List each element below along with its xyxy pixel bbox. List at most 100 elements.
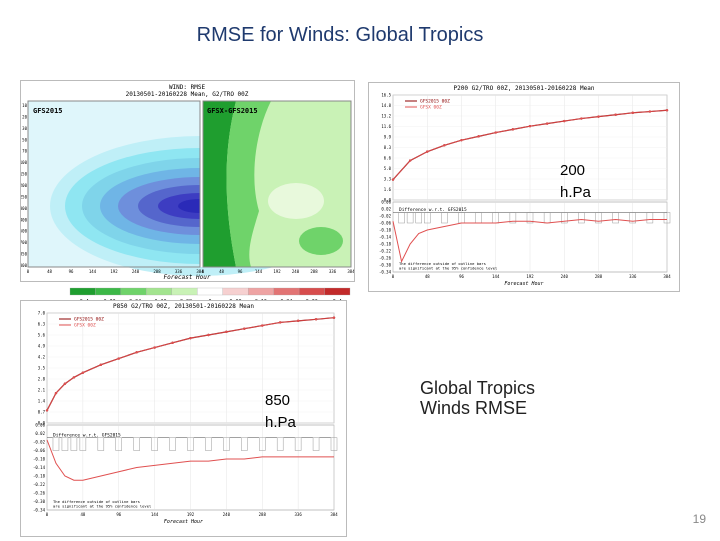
chart-point-s1: [117, 357, 120, 360]
chart-xtick: 288: [595, 274, 603, 279]
chart-sig-bar: [241, 437, 248, 451]
chart-xtick: 240: [561, 274, 569, 279]
chart-diff-label: Difference w.r.t. GFS2015: [399, 207, 467, 213]
chart-point-s1: [63, 382, 67, 385]
contour-ytick: 300: [21, 206, 28, 211]
colorbar-swatch: [146, 287, 172, 296]
chart-xtick: 192: [526, 274, 534, 279]
chart-ytick: 8.3: [384, 145, 392, 150]
chart-sig-bar: [526, 212, 534, 224]
chart-point-s1: [99, 363, 103, 367]
chart-diff-note-1: The difference outside of outline bars: [53, 499, 140, 504]
contour-xtick-left: 192: [110, 269, 118, 274]
chart-point-s1: [545, 122, 549, 125]
label-200-line1: 200: [560, 162, 586, 179]
contour-right-band-0: [203, 101, 236, 267]
colorbar-swatch: [120, 287, 147, 296]
chart-diff-ytick: -0.06: [33, 448, 46, 453]
contour-ytick: 700: [21, 240, 28, 245]
chart-ytick: 7.0: [38, 311, 46, 316]
chart-xtick: 0: [392, 274, 395, 279]
chart-sig-bar: [406, 212, 414, 224]
contour-right-frame: [202, 100, 352, 268]
colorbar-swatch: [69, 287, 96, 296]
chart-point-s1: [614, 113, 617, 116]
contour-xtick-right: 240: [292, 269, 300, 274]
chart-point-s1: [580, 117, 583, 120]
chart-sig-bar: [97, 437, 105, 451]
contour-xtick-left: 48: [47, 269, 52, 274]
chart-ytick: 14.8: [381, 103, 391, 108]
chart-point-s1: [426, 150, 429, 153]
chart-xtick: 336: [629, 274, 637, 279]
chart-sig-bar: [663, 212, 671, 224]
chart-sig-bar: [294, 437, 302, 451]
chart-xtick: 48: [425, 274, 430, 279]
chart-diff-ytick: -0.18: [33, 474, 46, 479]
chart-ytick: 11.6: [381, 124, 391, 129]
chart-sig-bar: [151, 437, 158, 451]
chart-xtick: 96: [116, 512, 121, 517]
contour-plot: WIND: RMSE 20130501-20160228 Mean, G2/TR…: [17, 84, 355, 281]
chart-850hpa: P850 G2/TRO 00Z, 20130501-20160228 Mean 0…: [20, 300, 347, 537]
chart-ytick: 3.5: [38, 366, 46, 371]
chart-diff-label: Difference w.r.t. GFS2015: [53, 432, 121, 438]
contour-right-band-3: [299, 227, 343, 255]
chart-ytick: 6.3: [38, 322, 46, 327]
chart-sig-bar: [509, 212, 517, 224]
chart-diff-ytick: 0.06: [381, 200, 391, 205]
chart-diff-ytick: -0.14: [379, 235, 392, 240]
contour-panel: WIND: RMSE 20130501-20160228 Mean, G2/TR…: [17, 80, 355, 282]
chart-point-s1: [391, 178, 395, 181]
chart-ytick: 4.2: [38, 355, 46, 360]
chart-ytick: 16.5: [381, 93, 391, 98]
chart-point-s1: [460, 138, 463, 142]
slide-title: RMSE for Winds: Global Tropics: [196, 24, 484, 46]
chart-point-s1: [45, 409, 49, 412]
chart-title: P850 G2/TRO 00Z, 20130501-20160228 Mean: [113, 303, 254, 310]
chart-sig-bar: [441, 212, 448, 224]
chart-ytick: 0.0: [384, 198, 392, 203]
contour-ytick: 500: [21, 229, 28, 234]
chart-point-s1: [81, 371, 85, 374]
chart-ytick: 2.1: [38, 388, 46, 393]
chart-diff-ytick: -0.06: [379, 221, 392, 226]
chart-ytick: 1.6: [384, 187, 392, 192]
label-200hpa: 200 h.Pa: [560, 160, 620, 201]
chart-diff-ytick: -0.34: [379, 270, 392, 275]
chart-diff-ytick: 0.02: [35, 431, 45, 436]
contour-xtick-right: 96: [238, 269, 243, 274]
colorbar-swatch: [298, 287, 325, 296]
chart-sig-bar: [595, 212, 602, 224]
chart-point-s1: [314, 318, 318, 321]
chart-sig-bar: [169, 437, 176, 451]
contour-ytick: 400: [21, 217, 28, 222]
contour-left-frame: [27, 100, 201, 268]
chart-sig-bar: [612, 212, 619, 224]
chart-diff-ytick: -0.10: [379, 228, 392, 233]
label-850hpa: 850 h.Pa: [265, 390, 325, 431]
caption: Global Tropics Winds RMSE: [420, 378, 535, 418]
contour-xtick-right: 144: [255, 269, 263, 274]
chart-sig-bar: [79, 437, 87, 451]
chart-xtick: 384: [330, 512, 338, 517]
chart-point-s1: [243, 327, 246, 330]
chart-sig-bar: [223, 437, 230, 451]
chart-point-s1: [443, 144, 446, 147]
chart-sig-bar: [133, 437, 140, 451]
contour-ytick: 850: [21, 252, 28, 257]
chart-ytick: 2.8: [38, 377, 46, 382]
chart-point-s1: [631, 111, 634, 115]
chart-sig-bar: [259, 437, 266, 451]
contour-xtick-left: 240: [132, 269, 140, 274]
contour-xtick-right: 336: [329, 269, 337, 274]
contour-xtick-left: 144: [89, 269, 97, 274]
chart-diff-line: [46, 439, 334, 481]
contour-xtick-right: 288: [310, 269, 318, 274]
label-200-line2: h.Pa: [560, 184, 591, 201]
chart-diff-ytick: -0.18: [379, 242, 392, 247]
chart-legend-label: GFS2015 00Z: [420, 99, 450, 105]
chart-sig-bar: [398, 212, 405, 224]
contour-ytick: 70: [22, 149, 27, 154]
chart-point-s1: [511, 128, 515, 131]
